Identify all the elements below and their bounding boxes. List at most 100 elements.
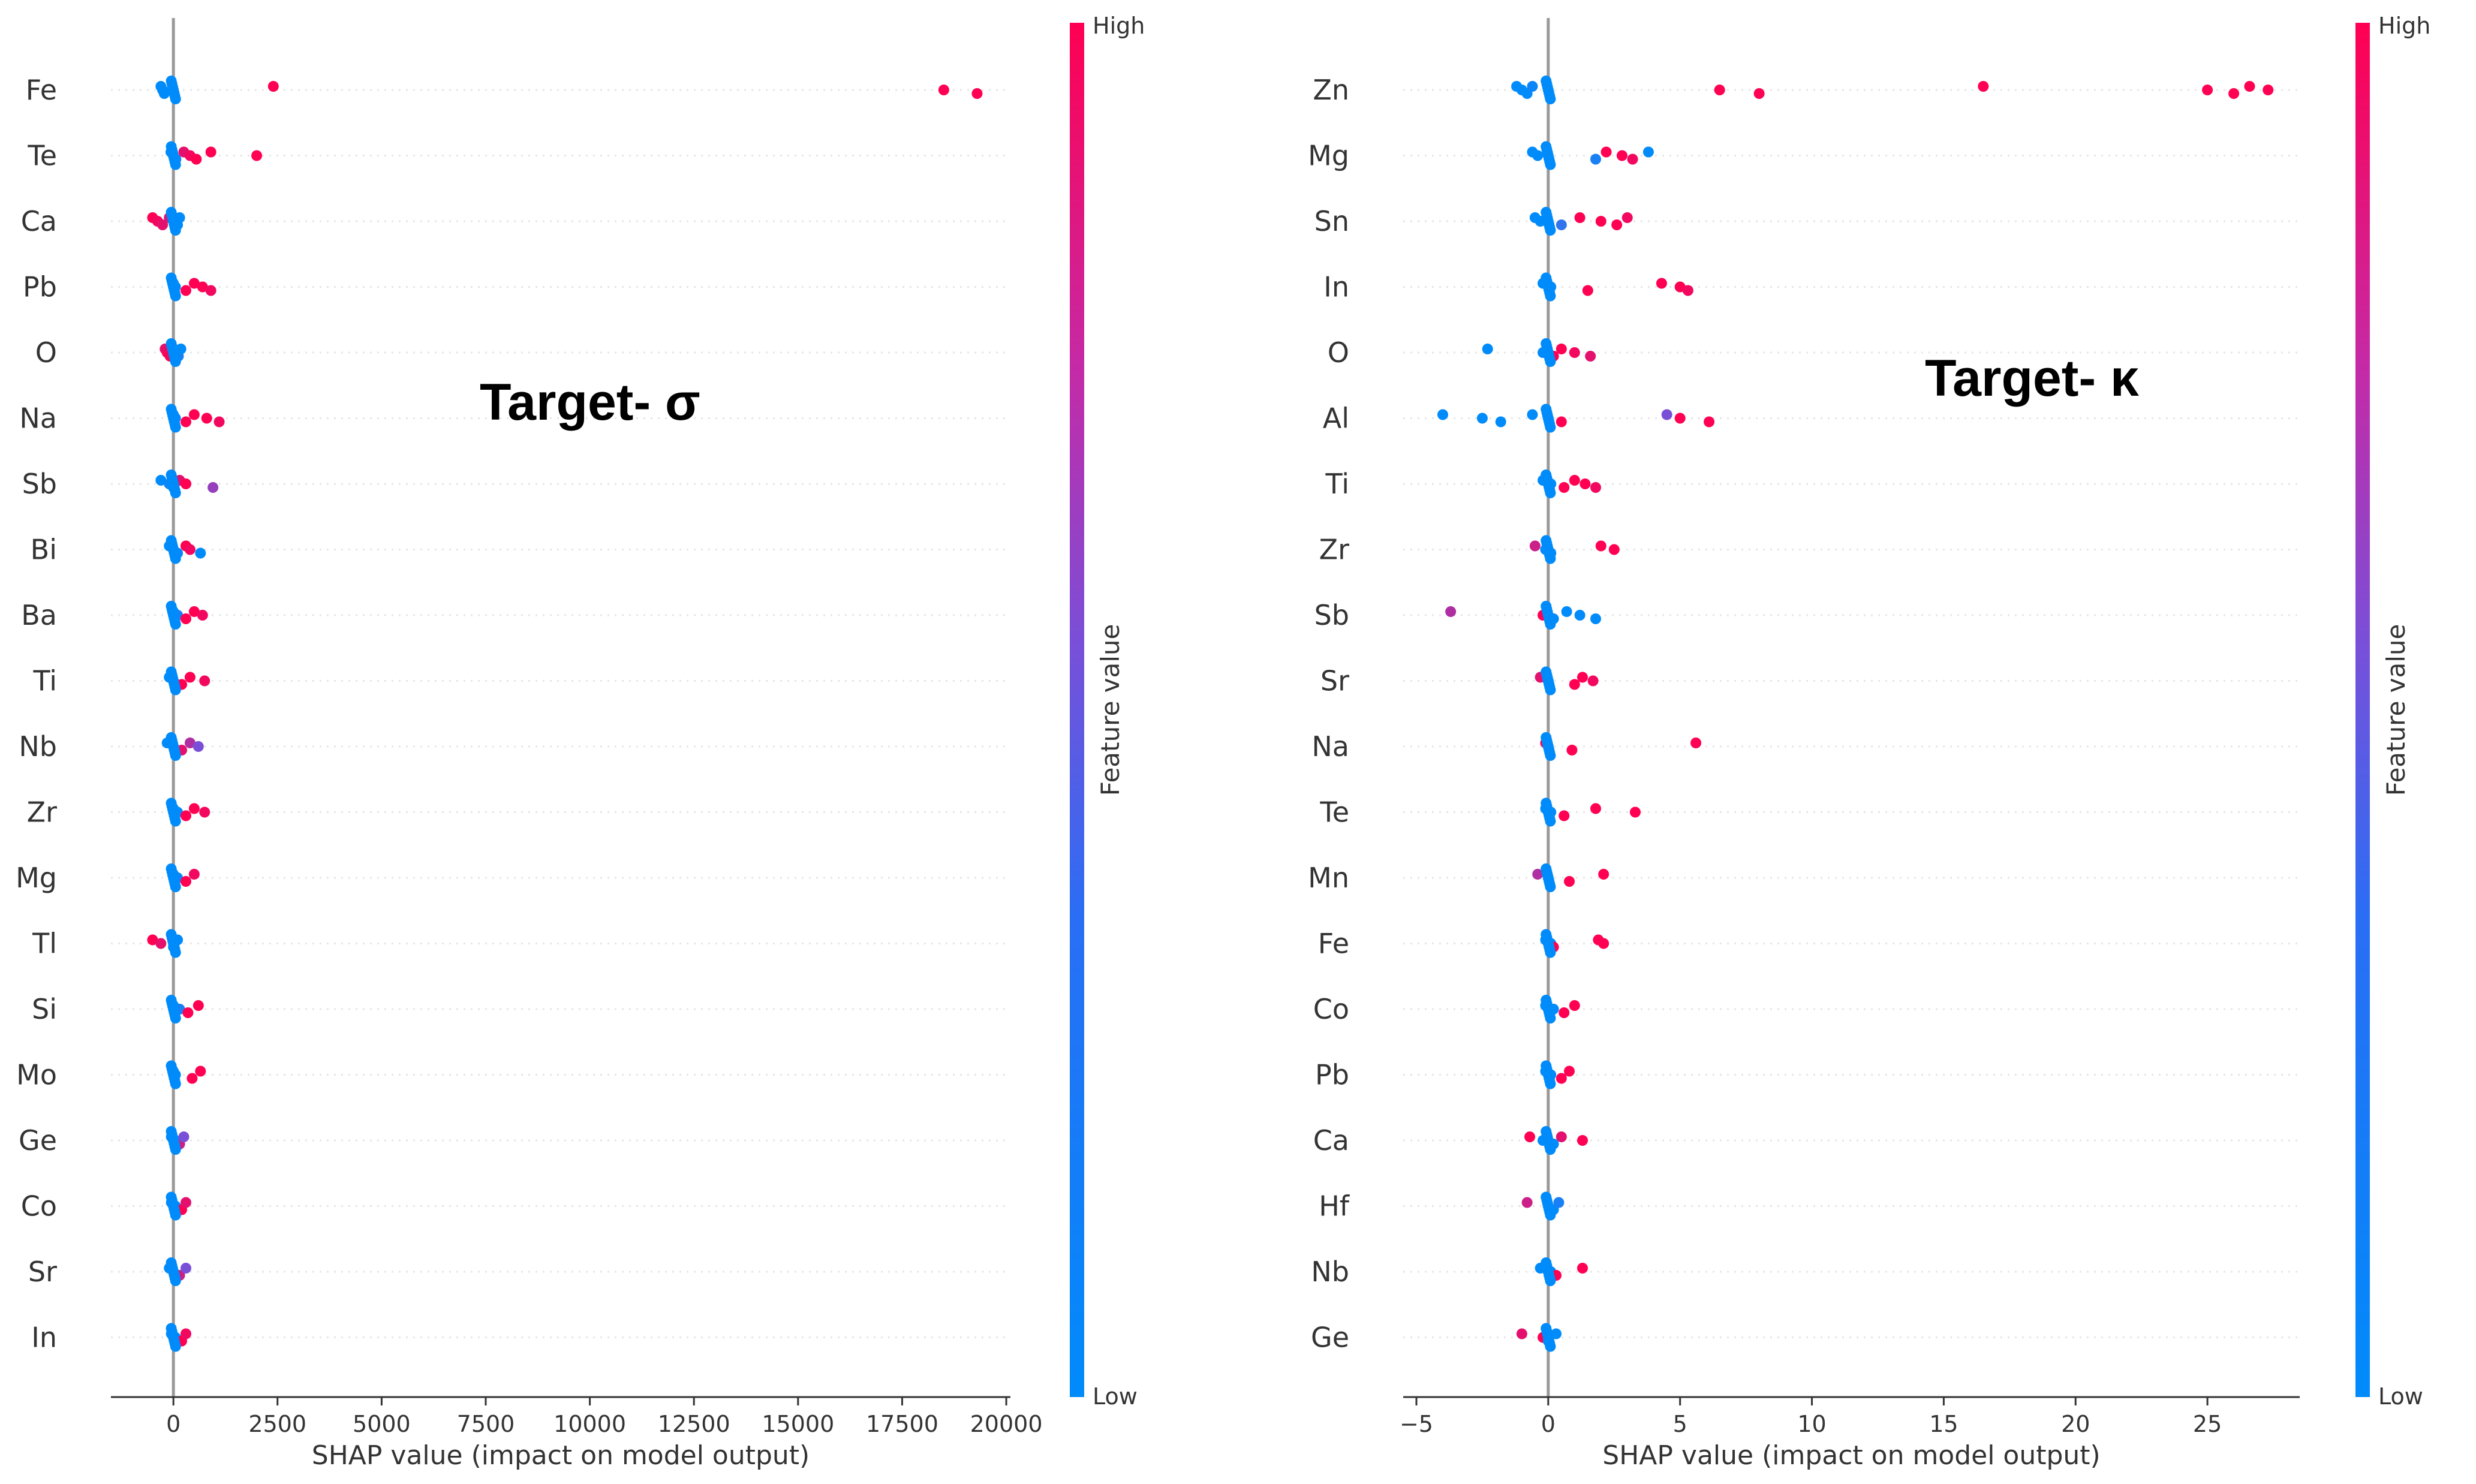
sigma-shap-point-cluster (170, 487, 181, 498)
kappa-x-tick-label: 25 (2193, 1411, 2222, 1437)
sigma-shap-point (207, 482, 219, 493)
kappa-shap-point (1629, 806, 1641, 818)
sigma-x-ticks: 0 2500 5000 7500 10000 12500 15000 17500 20000 (166, 1397, 1043, 1437)
kappa-shap-point (2263, 85, 2274, 95)
kappa-feature-label: Na (1311, 730, 1349, 763)
kappa-shap-point-cluster (1545, 290, 1556, 302)
sigma-shap-panel: FeTeCaPbONaSbBiBaTiNbZrMgTlSiMoGeCoSrIn … (16, 13, 1145, 1471)
sigma-shap-point (188, 869, 200, 880)
kappa-shap-point (1577, 1135, 1588, 1146)
sigma-x-tick-label: 10000 (553, 1411, 626, 1437)
sigma-feature-label: In (31, 1322, 57, 1354)
kappa-shap-point (1704, 416, 1715, 428)
sigma-shap-point-cluster (170, 1144, 181, 1155)
sigma-shap-point (197, 281, 208, 293)
sigma-feature-label: Te (27, 140, 57, 172)
sigma-x-tick-label: 20000 (970, 1411, 1043, 1437)
sigma-x-tick-label: 7500 (457, 1411, 515, 1437)
kappa-shap-point-cluster (1545, 94, 1556, 104)
sigma-shap-point-cluster (170, 553, 181, 564)
sigma-shap-point (186, 1073, 198, 1084)
kappa-shap-point (1532, 150, 1544, 161)
sigma-feature-label: Ba (21, 599, 57, 631)
sigma-shap-point-cluster (170, 290, 181, 302)
kappa-shap-point-cluster (1545, 881, 1556, 892)
sigma-shap-point-cluster (170, 684, 181, 696)
kappa-shap-point (1674, 413, 1686, 424)
kappa-shap-point (1527, 81, 1538, 92)
kappa-shap-point (1569, 347, 1580, 358)
kappa-feature-baselines (1403, 89, 2300, 1338)
kappa-x-tick-label: 5 (1673, 1411, 1687, 1437)
sigma-shap-point (180, 478, 191, 489)
kappa-shap-panel: ZnMgSnInOAlTiZrSbSrNaTeMnFeCoPbCaHfNbGe … (1308, 13, 2430, 1471)
kappa-feature-label: Zr (1319, 534, 1350, 566)
kappa-feature-label: Te (1319, 796, 1349, 829)
kappa-shap-point (1616, 150, 1627, 161)
kappa-shap-point (1556, 416, 1567, 428)
sigma-shap-point (205, 146, 216, 158)
sigma-shap-point-cluster (170, 1341, 181, 1352)
kappa-shap-point (1580, 478, 1591, 489)
sigma-x-tick-label: 15000 (762, 1411, 834, 1437)
kappa-shap-point (1682, 285, 1693, 296)
kappa-x-tick-label: 0 (1541, 1411, 1556, 1437)
sigma-feature-labels: Fe Te Ca Pb O Na Sb Bi Ba Ti Nb Zr Mg Tl Si Mo Ge Co Sr In (16, 74, 57, 1354)
kappa-feature-label: Mn (1308, 862, 1349, 894)
sigma-colorbar-bar (1070, 23, 1084, 1397)
kappa-shap-point (1600, 146, 1612, 158)
sigma-shap-point (182, 1007, 194, 1018)
sigma-shap-point-cluster (170, 1078, 181, 1089)
sigma-shap-point (180, 810, 191, 821)
kappa-shap-point (1516, 1328, 1527, 1339)
kappa-colorbar: High Low Feature value (2355, 13, 2430, 1410)
kappa-shap-point (1556, 344, 1567, 354)
kappa-shap-point (1564, 876, 1575, 887)
kappa-x-axis-title: SHAP value (impact on model output) (1602, 1440, 2100, 1471)
kappa-shap-point-cluster (1545, 422, 1556, 433)
kappa-feature-label: Nb (1311, 1256, 1349, 1288)
kappa-shap-point (1627, 153, 1638, 165)
kappa-shap-point (1656, 278, 1667, 289)
sigma-shap-point (180, 416, 191, 428)
sigma-shap-point (195, 547, 206, 559)
kappa-shap-point (1476, 413, 1488, 424)
sigma-shap-point (155, 938, 167, 949)
kappa-shap-point (1590, 613, 1601, 624)
sigma-shap-point (195, 1065, 206, 1077)
sigma-shap-point (157, 219, 169, 230)
sigma-shap-point-cluster (170, 1275, 181, 1286)
sigma-colorbar: High Low Feature value (1070, 13, 1145, 1410)
kappa-shap-point-cluster (1545, 487, 1556, 498)
sigma-shap-point (199, 806, 210, 818)
kappa-shap-point (1437, 409, 1448, 420)
sigma-shap-point (184, 738, 195, 748)
sigma-shap-point (184, 672, 195, 683)
sigma-shap-point (188, 409, 200, 420)
kappa-shap-point (1714, 85, 1725, 95)
kappa-shap-point (1577, 672, 1588, 683)
sigma-shap-point-cluster (170, 225, 181, 236)
kappa-shap-point-cluster (1545, 1013, 1556, 1024)
kappa-shap-point-cluster (1545, 225, 1556, 236)
sigma-shap-point (188, 606, 200, 617)
kappa-x-tick-label: 15 (1929, 1411, 1958, 1437)
kappa-feature-label: Zn (1313, 74, 1349, 106)
kappa-shap-point (2228, 88, 2240, 99)
sigma-shap-point (158, 88, 170, 99)
sigma-shap-point (205, 285, 216, 296)
sigma-feature-label: Mo (16, 1059, 57, 1091)
sigma-shap-point-cluster (170, 94, 181, 104)
sigma-feature-baselines (111, 89, 1010, 1338)
kappa-shap-point (1569, 475, 1580, 486)
kappa-shap-point (1556, 1131, 1567, 1142)
kappa-shap-point (1753, 88, 1765, 99)
kappa-feature-label: Sb (1314, 599, 1349, 631)
kappa-shap-point (1598, 869, 1609, 880)
kappa-x-tick-label: −5 (1400, 1411, 1433, 1437)
sigma-colorbar-title: Feature value (1096, 624, 1125, 796)
sigma-shap-point-cluster (170, 422, 181, 433)
kappa-shap-points (1437, 76, 2274, 1352)
sigma-shap-point (180, 876, 191, 887)
